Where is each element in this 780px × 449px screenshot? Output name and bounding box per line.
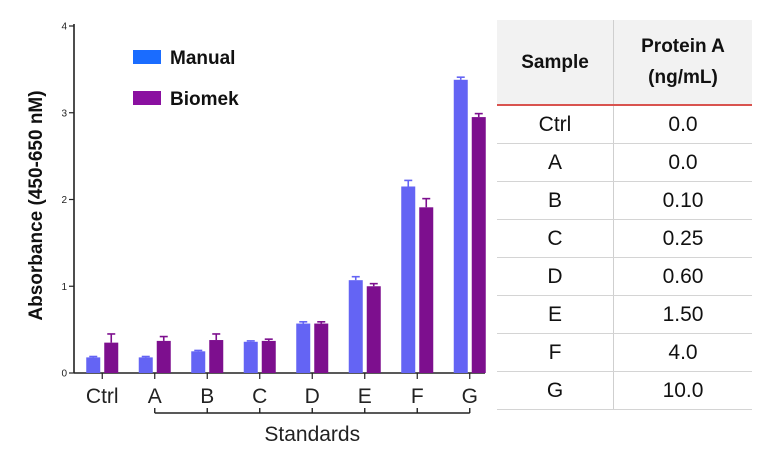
bar-manual-g	[453, 79, 468, 373]
legend-swatch-biomek	[133, 91, 161, 105]
protein-concentration-table: Sample Protein A (ng/mL) Ctrl 0.0 A 0.0 B 0.1…	[497, 20, 752, 410]
legend-label-manual: Manual	[170, 48, 235, 69]
table-row: B 0.10	[497, 181, 752, 220]
bar-biomek-e	[366, 286, 381, 373]
bar-biomek-ctrl	[104, 342, 119, 373]
header-sample-label: Sample	[521, 51, 589, 73]
bar-manual-c	[243, 341, 258, 373]
cell-sample: Ctrl	[497, 105, 614, 144]
header-sample: Sample	[497, 20, 614, 106]
header-protein-line1: Protein A	[641, 36, 725, 57]
table-row: E 1.50	[497, 295, 752, 334]
cell-concentration: 0.25	[613, 219, 752, 258]
cell-sample: A	[497, 143, 614, 182]
error-bars	[89, 76, 483, 358]
cell-sample: C	[497, 219, 614, 258]
bar-biomek-c	[261, 340, 276, 373]
table-row: G 10.0	[497, 371, 752, 410]
legend-label-biomek: Biomek	[170, 89, 239, 110]
table-row: C 0.25	[497, 219, 752, 258]
table-row: Ctrl 0.0	[497, 105, 752, 144]
bar-biomek-g	[471, 117, 486, 374]
cell-concentration: 1.50	[613, 295, 752, 334]
x-tick-labels: Ctrl A B C D E F G	[86, 385, 478, 408]
bar-manual-d	[296, 323, 311, 373]
x-label-a: A	[148, 385, 162, 408]
x-label-d: D	[305, 385, 320, 408]
cell-sample: B	[497, 181, 614, 220]
absorbance-bar-chart: Absorbance (450-650 nM) 0 1 2 3 4 Ctrl A B C D E F…	[26, 22, 486, 446]
y-tick-label: 2	[61, 195, 67, 206]
cell-sample: F	[497, 333, 614, 372]
bar-manual-ctrl	[86, 357, 101, 373]
cell-concentration: 4.0	[613, 333, 752, 372]
table-row: D 0.60	[497, 257, 752, 296]
legend-swatch-manual	[133, 50, 161, 64]
y-tick-label: 4	[61, 22, 67, 33]
cell-concentration: 0.0	[613, 105, 752, 144]
bars	[86, 79, 486, 374]
x-label-b: B	[200, 385, 214, 408]
table-row: A 0.0	[497, 143, 752, 182]
bar-manual-e	[348, 280, 363, 373]
bar-manual-f	[401, 186, 416, 373]
cell-concentration: 10.0	[613, 371, 752, 410]
cell-sample: G	[497, 371, 614, 410]
y-tick-label: 1	[61, 282, 67, 293]
standards-bracket-group: Standards	[154, 408, 471, 446]
bar-biomek-f	[419, 207, 434, 373]
header-protein: Protein A (ng/mL)	[613, 20, 752, 106]
header-protein-line2: (ng/mL)	[648, 67, 718, 88]
bar-manual-a	[138, 357, 153, 373]
bar-manual-b	[191, 351, 206, 373]
table-header-row: Sample Protein A (ng/mL)	[497, 20, 752, 106]
x-label-c: C	[252, 385, 267, 408]
x-label-f: F	[411, 385, 424, 408]
standards-label: Standards	[264, 423, 360, 446]
x-label-g: G	[462, 385, 478, 408]
y-tick-label: 3	[61, 108, 67, 119]
x-label-e: E	[358, 385, 372, 408]
cell-concentration: 0.60	[613, 257, 752, 296]
y-tick-label: 0	[61, 369, 67, 380]
cell-concentration: 0.10	[613, 181, 752, 220]
table-body: Ctrl 0.0 A 0.0 B 0.10 C 0.25 D 0.60 E 1.50 F 4.0 G 10.0	[497, 105, 752, 410]
cell-sample: E	[497, 295, 614, 334]
bar-biomek-a	[156, 340, 171, 373]
bar-biomek-b	[209, 340, 224, 373]
x-label-ctrl: Ctrl	[86, 385, 119, 408]
bar-biomek-d	[314, 323, 329, 373]
y-axis-title: Absorbance (450-650 nM)	[26, 90, 47, 320]
table-row: F 4.0	[497, 333, 752, 372]
y-axis-title-group: Absorbance (450-650 nM)	[26, 90, 47, 320]
legend: Manual Biomek	[133, 48, 239, 110]
cell-concentration: 0.0	[613, 143, 752, 182]
cell-sample: D	[497, 257, 614, 296]
